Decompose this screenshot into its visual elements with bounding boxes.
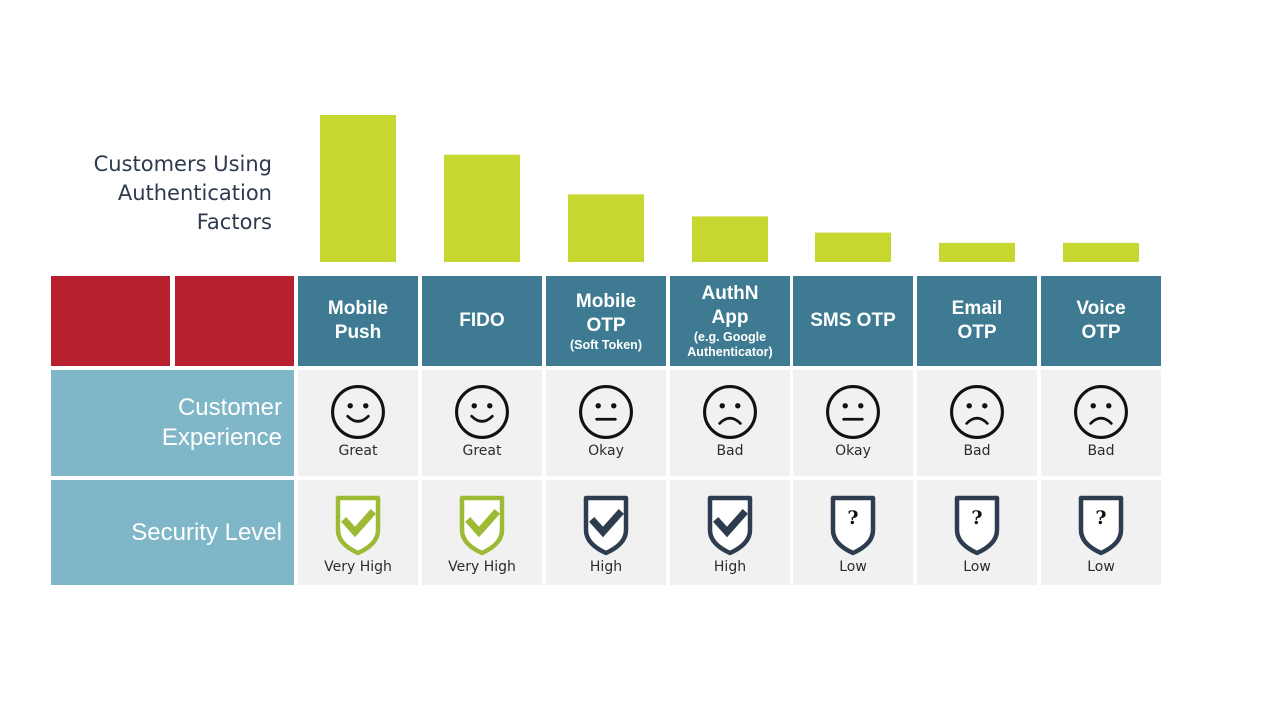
svg-text:?: ? [971, 507, 982, 529]
experience-rating: Great [462, 443, 502, 459]
chart-title-line: Authentication [117, 181, 272, 205]
bar-mobile-otp [568, 194, 644, 262]
column-header-label: Mobile [575, 290, 637, 312]
experience-rating: Bad [716, 443, 744, 459]
shield-check-dark-icon [706, 494, 754, 556]
column-header-sublabel: Authenticator) [687, 345, 773, 359]
row-label-line: Customer [177, 394, 282, 421]
security-rating: High [713, 559, 747, 575]
column-header-label: OTP [1081, 322, 1121, 343]
security-rating: Very High [448, 559, 516, 575]
chart-title: Customers Using Authentication Factors [40, 150, 272, 237]
svg-text:?: ? [847, 507, 858, 529]
experience-cell: Okay [793, 370, 913, 476]
security-rating: High [589, 559, 623, 575]
column-header: Mobile OTP (Soft Token) [546, 276, 666, 366]
experience-cell: Bad [670, 370, 790, 476]
shield-check-green-icon [334, 494, 382, 556]
column-header-label: Email [951, 298, 1003, 319]
experience-cell: Okay [546, 370, 666, 476]
row-label-security: Security Level [51, 480, 294, 585]
experience-cell: Great [422, 370, 542, 476]
column-header-label: App [711, 307, 749, 328]
column-header-label: Push [334, 322, 382, 343]
neutral-face-icon [825, 384, 881, 440]
column-header-label: OTP [957, 322, 997, 343]
experience-cell: Great [298, 370, 418, 476]
bar-sms-otp [815, 232, 891, 262]
svg-text:?: ? [1095, 507, 1106, 529]
column-header-label: Mobile [327, 298, 389, 319]
experience-rating: Bad [963, 443, 991, 459]
security-cell: ? Low [917, 480, 1037, 585]
security-rating: Very High [324, 559, 392, 575]
column-header-label: SMS OTP [810, 310, 896, 331]
corner-red-block [175, 276, 294, 366]
column-header-label: AuthN [701, 283, 759, 304]
neutral-face-icon [578, 384, 634, 440]
column-header: Mobile Push [298, 276, 418, 366]
column-header-sublabel: (e.g. Google [693, 330, 767, 344]
row-label-line: Experience [161, 424, 282, 451]
security-cell: ? Low [1041, 480, 1161, 585]
frown-icon [702, 384, 758, 440]
bar-mobile-push [320, 115, 396, 262]
shield-question-icon: ? [829, 494, 877, 556]
column-header-label: OTP [586, 314, 626, 336]
security-rating: Low [963, 559, 991, 575]
bar-chart [320, 115, 1139, 262]
bar-authn-app [692, 216, 768, 262]
experience-rating: Okay [835, 443, 871, 459]
security-cell: ? Low [793, 480, 913, 585]
bar-email-otp [939, 242, 1015, 262]
column-header: Voice OTP [1041, 276, 1161, 366]
row-label-line: Security Level [131, 518, 282, 546]
column-header-sublabel: (Soft Token) [570, 337, 642, 352]
column-header-label: Voice [1076, 298, 1126, 319]
column-header-label: FIDO [459, 310, 505, 331]
column-header: AuthN App (e.g. Google Authenticator) [670, 276, 790, 366]
bar-fido [444, 154, 520, 262]
frown-icon [949, 384, 1005, 440]
security-cell: Very High [422, 480, 542, 585]
column-header: FIDO [422, 276, 542, 366]
experience-cell: Bad [1041, 370, 1161, 476]
smile-icon [330, 384, 386, 440]
column-header: SMS OTP [793, 276, 913, 366]
security-cell: Very High [298, 480, 418, 585]
experience-rating: Okay [588, 443, 624, 459]
shield-check-green-icon [458, 494, 506, 556]
bar-voice-otp [1063, 242, 1139, 262]
smile-icon [454, 384, 510, 440]
frown-icon [1073, 384, 1129, 440]
column-header: Email OTP [917, 276, 1037, 366]
shield-question-icon: ? [1077, 494, 1125, 556]
chart-title-line: Factors [196, 210, 272, 234]
security-rating: Low [839, 559, 867, 575]
security-cell: High [546, 480, 666, 585]
experience-cell: Bad [917, 370, 1037, 476]
experience-rating: Bad [1087, 443, 1115, 459]
shield-check-dark-icon [582, 494, 630, 556]
corner-red-block [51, 276, 170, 366]
experience-rating: Great [338, 443, 378, 459]
shield-question-icon: ? [953, 494, 1001, 556]
security-rating: Low [1087, 559, 1115, 575]
row-label-experience: Customer Experience [51, 370, 294, 476]
security-cell: High [670, 480, 790, 585]
chart-title-line: Customers Using [93, 152, 272, 176]
